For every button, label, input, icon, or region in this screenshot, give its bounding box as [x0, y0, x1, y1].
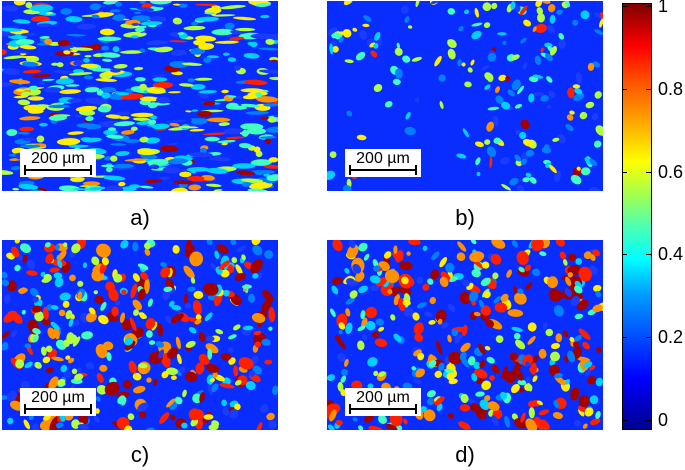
colorbar [622, 3, 652, 430]
colorbar-tick-mark [646, 88, 651, 90]
panel-caption-a: a) [130, 205, 150, 230]
colorbar-tick-label: 0.6 [658, 161, 684, 182]
colorbar-tick-label: 0.8 [658, 78, 684, 99]
map-panel-b: 200 µm [327, 1, 603, 191]
scale-bar-label: 200 µm [356, 150, 410, 167]
colorbar-tick-mark [646, 171, 651, 173]
colorbar-tick-mark [622, 171, 627, 173]
colorbar-tick-mark [646, 337, 651, 339]
colorbar-tick-mark [646, 254, 651, 256]
scale-bar-c: 200 µm [20, 388, 96, 416]
colorbar-tick-label: 0.2 [658, 327, 684, 348]
map-panel-a: 200 µm [2, 1, 278, 191]
panel-caption-d: d) [455, 442, 475, 467]
panel-caption-c: c) [130, 442, 150, 467]
colorbar-tick-mark [622, 88, 627, 90]
scale-bar-label: 200 µm [356, 389, 410, 406]
scale-bar-a: 200 µm [20, 149, 96, 177]
colorbar-tick-mark [646, 420, 651, 421]
colorbar-tick-label: 1 [658, 0, 669, 16]
colorbar-tick-mark [622, 337, 627, 339]
colorbar-tick-label: 0 [658, 410, 669, 430]
colorbar-tick-mark [622, 420, 627, 421]
colorbar-tick-mark [622, 254, 627, 256]
colorbar-tick-mark [622, 6, 627, 7]
colorbar-tick-label: 0.4 [658, 244, 684, 265]
colorbar-tick-mark [646, 6, 651, 7]
heatmap-image-b [327, 1, 603, 191]
map-panel-c: 200 µm [2, 240, 278, 430]
panel-caption-b: b) [455, 205, 475, 230]
scale-bar-label: 200 µm [31, 389, 85, 406]
map-panel-d: 200 µm [327, 240, 603, 430]
scale-bar-d: 200 µm [345, 388, 421, 416]
scale-bar-b: 200 µm [345, 149, 421, 177]
scale-bar-label: 200 µm [31, 150, 85, 167]
heatmap-image-d [327, 240, 603, 430]
